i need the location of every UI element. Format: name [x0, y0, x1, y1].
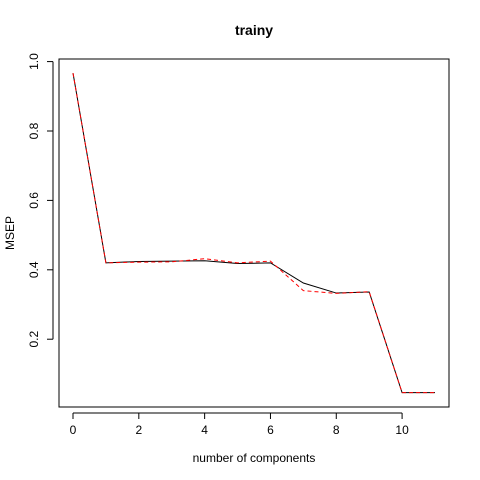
x-tick-label: 8 — [333, 423, 340, 437]
y-tick-label: 1.0 — [27, 53, 41, 70]
x-axis: 0 2 4 6 8 10 — [70, 412, 409, 437]
chart-title: trainy — [235, 22, 273, 38]
series-line-2 — [72, 72, 435, 394]
y-axis-label: MSEP — [3, 216, 17, 250]
x-tick-label: 6 — [267, 423, 274, 437]
y-tick-label: 0.2 — [27, 331, 41, 348]
x-tick-label: 2 — [135, 423, 142, 437]
y-tick-label: 0.8 — [27, 122, 41, 139]
series-layer — [72, 72, 435, 394]
x-tick-label: 0 — [70, 423, 77, 437]
x-tick-label: 4 — [201, 423, 208, 437]
x-tick-label: 10 — [395, 423, 409, 437]
x-axis-label: number of components — [193, 451, 316, 465]
series-line-1 — [72, 72, 435, 394]
plot-frame — [58, 58, 450, 408]
y-tick-label: 0.4 — [27, 261, 41, 278]
y-tick-label: 0.6 — [27, 192, 41, 209]
y-axis: 0.2 0.4 0.6 0.8 1.0 — [27, 53, 54, 348]
